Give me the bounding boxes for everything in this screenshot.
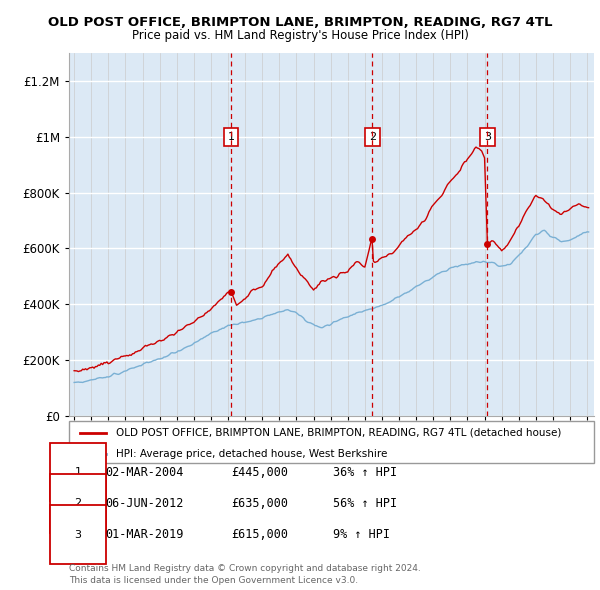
Text: This data is licensed under the Open Government Licence v3.0.: This data is licensed under the Open Gov… [69, 576, 358, 585]
Text: 2: 2 [74, 499, 82, 508]
Text: 2: 2 [368, 132, 376, 142]
Text: 3: 3 [74, 530, 82, 539]
Text: OLD POST OFFICE, BRIMPTON LANE, BRIMPTON, READING, RG7 4TL: OLD POST OFFICE, BRIMPTON LANE, BRIMPTON… [48, 16, 552, 29]
Text: 1: 1 [227, 132, 235, 142]
Text: £635,000: £635,000 [231, 497, 288, 510]
Text: Contains HM Land Registry data © Crown copyright and database right 2024.: Contains HM Land Registry data © Crown c… [69, 565, 421, 573]
Text: 9% ↑ HPI: 9% ↑ HPI [333, 528, 390, 541]
Text: £615,000: £615,000 [231, 528, 288, 541]
Text: 02-MAR-2004: 02-MAR-2004 [105, 466, 184, 478]
Text: 1: 1 [74, 467, 82, 477]
Text: 01-MAR-2019: 01-MAR-2019 [105, 528, 184, 541]
Text: 56% ↑ HPI: 56% ↑ HPI [333, 497, 397, 510]
Text: 3: 3 [484, 132, 491, 142]
Text: OLD POST OFFICE, BRIMPTON LANE, BRIMPTON, READING, RG7 4TL (detached house): OLD POST OFFICE, BRIMPTON LANE, BRIMPTON… [116, 428, 562, 438]
Text: Price paid vs. HM Land Registry's House Price Index (HPI): Price paid vs. HM Land Registry's House … [131, 30, 469, 42]
Text: HPI: Average price, detached house, West Berkshire: HPI: Average price, detached house, West… [116, 449, 388, 459]
Text: £445,000: £445,000 [231, 466, 288, 478]
Text: 36% ↑ HPI: 36% ↑ HPI [333, 466, 397, 478]
Text: 06-JUN-2012: 06-JUN-2012 [105, 497, 184, 510]
